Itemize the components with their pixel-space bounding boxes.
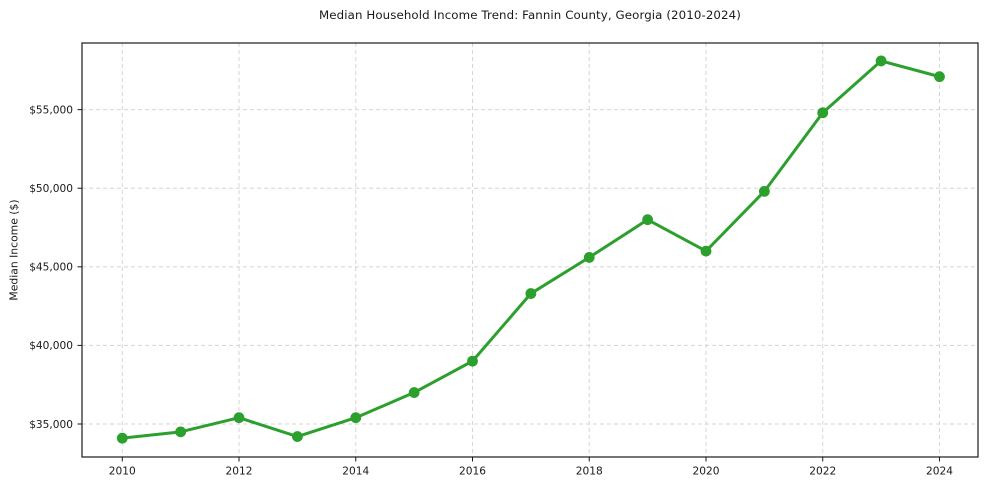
- y-tick-label: $40,000: [29, 340, 73, 352]
- data-point-2014: [350, 412, 362, 424]
- x-tick-label: 2010: [109, 466, 136, 478]
- data-point-2023: [875, 55, 887, 67]
- data-point-2024: [934, 71, 945, 83]
- plot-border: [81, 42, 979, 458]
- x-tick-label: 2012: [226, 466, 253, 478]
- data-point-2019: [642, 214, 654, 226]
- data-point-2011: [175, 426, 187, 438]
- x-tick-label: 2022: [809, 466, 836, 478]
- y-tick-label: $55,000: [29, 104, 73, 116]
- data-point-2020: [700, 245, 712, 257]
- data-point-2021: [758, 185, 770, 197]
- y-tick-label: $45,000: [29, 262, 73, 274]
- x-tick-label: 2016: [459, 466, 486, 478]
- chart-title: Median Household Income Trend: Fannin Co…: [319, 8, 741, 22]
- data-point-2018: [583, 251, 595, 263]
- x-tick-label: 2024: [926, 466, 953, 478]
- data-point-2015: [408, 387, 420, 398]
- x-tick-label: 2020: [693, 466, 720, 478]
- y-tick-label: $35,000: [29, 419, 73, 431]
- data-point-2017: [525, 288, 537, 299]
- x-tick-label: 2018: [576, 466, 603, 478]
- data-point-2013: [291, 431, 303, 442]
- y-tick-label: $50,000: [29, 183, 73, 195]
- x-tick-label: 2014: [342, 466, 369, 478]
- income-trend-line: [120, 59, 941, 440]
- data-point-2016: [467, 355, 478, 367]
- data-point-2012: [233, 412, 245, 424]
- data-point-2010: [116, 432, 128, 444]
- data-point-2022: [817, 107, 829, 119]
